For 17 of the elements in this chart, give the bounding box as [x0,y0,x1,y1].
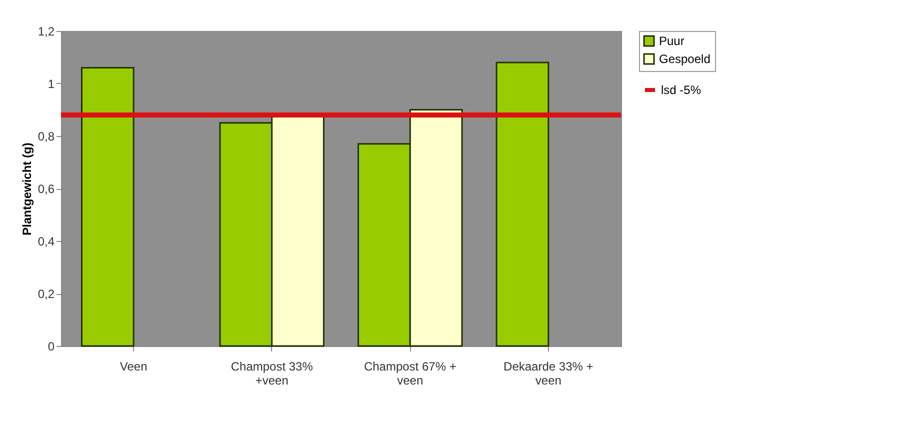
x-tick-label: Veen [120,360,148,374]
legend-label: Gespoeld [659,52,710,66]
legend-label: lsd -5% [661,83,702,97]
x-tick-label: Dekaarde 33% + veen [504,360,594,388]
y-tick-label: 0,2 [38,287,55,301]
x-tick-label: Champost 67% + veen [364,360,456,388]
y-tick-label: 0,6 [38,182,55,196]
y-tick-label: 0 [48,340,55,354]
bar [496,62,550,347]
y-tick-label: 0,8 [38,130,55,144]
bar [80,67,134,347]
y-tick-label: 0,4 [38,234,55,248]
y-axis-title: Plantgewicht (g) [20,142,34,236]
y-tick-label: 1,2 [38,24,55,38]
x-tick-label: Champost 33% +veen [230,360,314,388]
y-tick-label: 1 [48,77,55,91]
legend-label: Puur [659,34,684,48]
